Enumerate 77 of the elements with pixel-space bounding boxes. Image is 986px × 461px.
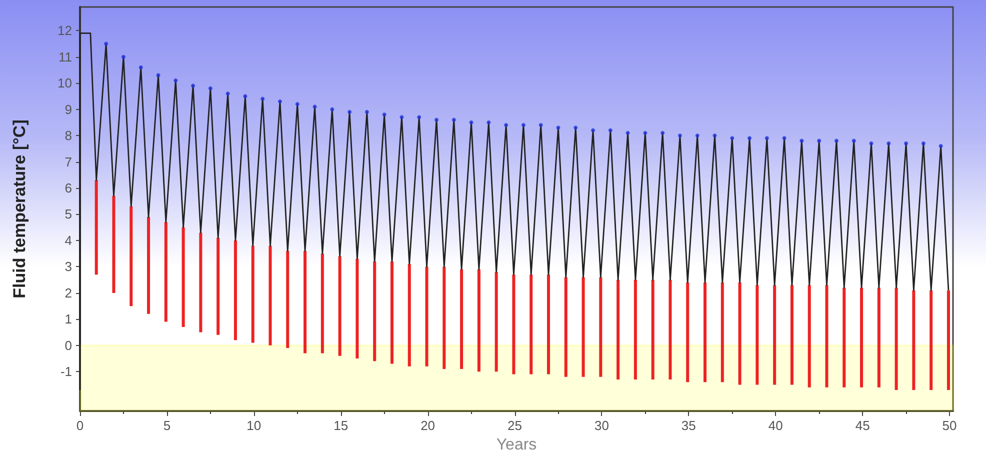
point (556, 126, 560, 130)
point (817, 138, 822, 143)
y-tick-label: 8 (64, 128, 72, 144)
point (191, 84, 196, 88)
point (243, 94, 248, 98)
y-tick-label: 7 (64, 154, 72, 170)
point (521, 123, 526, 128)
point (886, 141, 891, 146)
line-series (79, 32, 950, 391)
point (869, 141, 874, 146)
point (104, 42, 108, 46)
x-tick-label: 25 (508, 418, 522, 433)
y-tick-label: 1 (64, 312, 72, 327)
y-tick-label: -1 (60, 364, 72, 380)
y-tick-label: 4 (64, 232, 72, 248)
point (121, 54, 126, 59)
y-tick-label: 11 (58, 49, 72, 64)
point (748, 136, 752, 140)
point (764, 136, 769, 140)
x-tick-label: 45 (855, 418, 870, 433)
point (417, 115, 422, 120)
y-tick-label: 10 (58, 76, 72, 91)
point (591, 128, 596, 132)
point (904, 141, 908, 146)
point (434, 118, 439, 122)
x-tick-label: 30 (594, 418, 609, 433)
x-tick-label: 15 (334, 418, 348, 433)
point (208, 86, 212, 90)
point (400, 115, 404, 120)
point (921, 141, 926, 146)
x-tick-label: 35 (681, 418, 696, 433)
point (330, 107, 334, 112)
x-tick-label: 10 (246, 418, 262, 433)
point (278, 99, 282, 104)
y-tick-label: 6 (64, 180, 72, 196)
point (852, 138, 856, 143)
y-tick-label: 2 (64, 285, 72, 300)
point (660, 130, 665, 135)
point (260, 96, 265, 101)
point (382, 112, 386, 117)
y-tick-label: 9 (64, 102, 72, 117)
y-axis-title: Fluid temperature [°C] (10, 120, 29, 298)
x-tick-label: 50 (942, 418, 957, 433)
point (695, 134, 700, 138)
point (800, 138, 804, 143)
point (469, 120, 474, 124)
point (226, 92, 230, 96)
point (608, 128, 612, 132)
point (452, 118, 456, 122)
point (138, 65, 143, 70)
point (295, 102, 300, 106)
x-tick-label: 0 (76, 418, 84, 433)
point (730, 136, 734, 140)
point (574, 126, 578, 130)
point (678, 134, 682, 138)
y-tick-label: 3 (64, 259, 72, 274)
point (643, 130, 648, 135)
y-tick-label: 0 (64, 338, 72, 353)
point (486, 120, 491, 124)
point (364, 110, 369, 114)
x-tick-label: 20 (420, 418, 436, 433)
point (626, 130, 630, 135)
point (712, 134, 717, 138)
point (348, 110, 352, 114)
point (156, 73, 160, 78)
point (538, 123, 543, 128)
y-tick-label: 12 (58, 23, 72, 38)
x-tick-label: 5 (163, 418, 171, 433)
point (174, 78, 178, 82)
x-axis-title: Years (496, 436, 537, 454)
x-tick-label: 40 (768, 418, 783, 433)
y-tick-label: 5 (64, 206, 72, 222)
point (782, 136, 786, 140)
point (834, 138, 838, 143)
point (504, 123, 508, 128)
point (312, 104, 317, 109)
point (938, 144, 943, 148)
